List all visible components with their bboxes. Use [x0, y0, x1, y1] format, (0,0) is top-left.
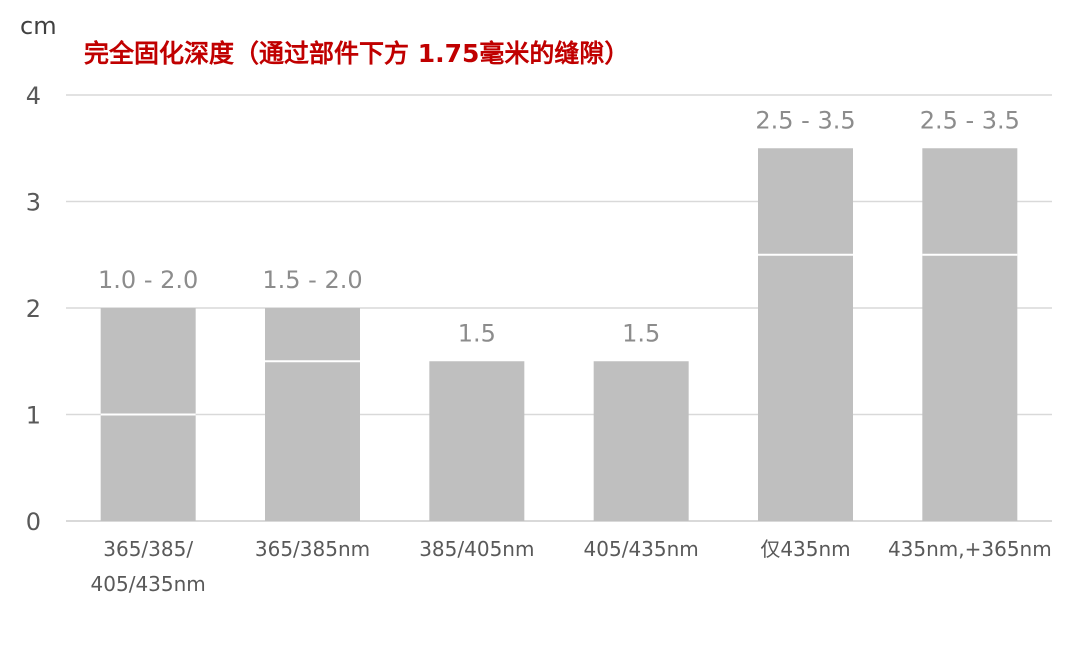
- data-label: 1.0 - 2.0: [98, 266, 198, 294]
- bar: [265, 308, 360, 521]
- y-axis-ticks: 0 1 2 3 4: [26, 82, 41, 536]
- x-tick-label: 365/385nm: [255, 537, 370, 561]
- bar: [593, 361, 689, 521]
- bar: [922, 148, 1018, 521]
- data-label: 2.5 - 3.5: [920, 106, 1020, 134]
- y-tick-label: 0: [26, 508, 41, 536]
- data-label: 2.5 - 3.5: [755, 106, 855, 134]
- x-tick-label: 405/435nm: [91, 572, 206, 596]
- y-axis-unit-label: cm: [20, 12, 57, 40]
- data-label: 1.5: [622, 319, 660, 347]
- data-labels: 1.0 - 2.0 1.5 - 2.0 1.5 1.5 2.5 - 3.5 2.5 - 3…: [98, 106, 1020, 347]
- x-tick-label: 385/405nm: [419, 537, 534, 561]
- data-label: 1.5 - 2.0: [262, 266, 362, 294]
- y-tick-label: 4: [26, 82, 41, 110]
- x-tick-label: 405/435nm: [584, 537, 699, 561]
- bar: [758, 148, 853, 521]
- x-tick-label: 435nm,+365nm: [888, 537, 1052, 561]
- chart-title: 完全固化深度（通过部件下方 1.75毫米的缝隙）: [84, 39, 630, 68]
- x-axis-ticks: 365/385/405/435nm 365/385nm 385/405nm 405/4…: [91, 537, 1052, 596]
- bars: [100, 148, 1018, 521]
- y-tick-label: 3: [26, 189, 41, 217]
- bar: [429, 361, 525, 521]
- y-tick-label: 2: [26, 295, 41, 323]
- data-label: 1.5: [458, 319, 496, 347]
- y-tick-label: 1: [26, 402, 41, 430]
- x-tick-label: 365/385/: [103, 537, 193, 561]
- gridlines: [66, 94, 1052, 522]
- x-tick-label: 仅435nm: [760, 537, 850, 561]
